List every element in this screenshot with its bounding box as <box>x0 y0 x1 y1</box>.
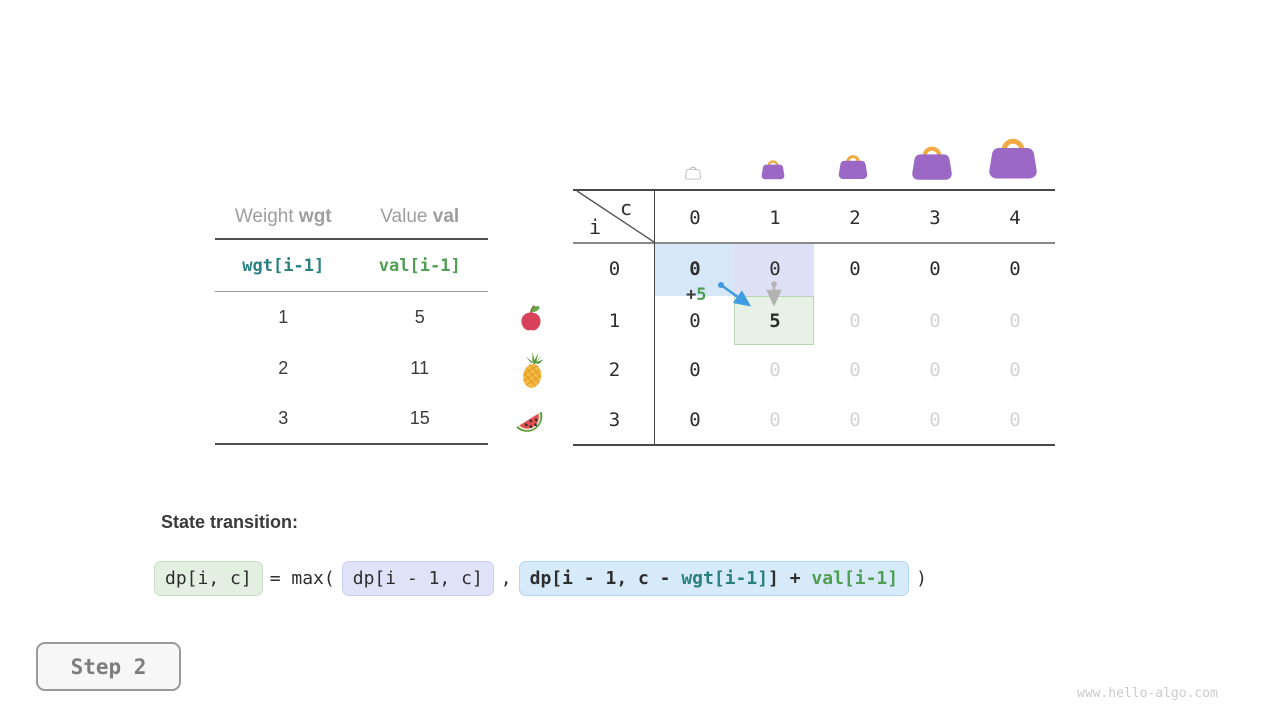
formula-close-paren: ) <box>916 568 927 589</box>
dp-table-bottom-border <box>573 444 1055 446</box>
dp-cell-3-0: 0 <box>689 409 701 431</box>
item-1-weight: 1 <box>278 307 289 327</box>
dp-cell-2-1: 0 <box>769 359 781 381</box>
dp-cell-2-2: 0 <box>849 359 861 381</box>
items-table-formula-row: wgt[i-1] val[i-1] <box>215 240 488 292</box>
formula-arg1-box: dp[i - 1, c] <box>341 561 494 596</box>
bag-size1-icon <box>761 160 785 180</box>
item-2-weight: 2 <box>278 358 289 378</box>
bag-size3-icon <box>912 146 952 180</box>
formula-max-operator: = max( <box>269 568 335 589</box>
item-1-value: 5 <box>414 307 425 327</box>
item-row-2: 2 11 <box>215 343 488 394</box>
dp-cell-2-4: 0 <box>1009 359 1021 381</box>
item-3-weight: 3 <box>278 408 289 428</box>
row-label-1: 1 <box>608 310 621 332</box>
watermelon-icon <box>516 411 543 432</box>
dp-cell-2-3: 0 <box>929 359 941 381</box>
formula-lhs-box: dp[i, c] <box>154 561 263 596</box>
arg2-wgt-term: wgt[i-1] <box>681 568 769 589</box>
bag-size4-icon <box>989 138 1037 179</box>
dp-cell-1-4: 0 <box>1009 310 1021 332</box>
dp-cell-3-4: 0 <box>1009 409 1021 431</box>
dp-cell-3-2: 0 <box>849 409 861 431</box>
dp-table-top-border <box>573 189 1055 191</box>
arrow-down-gray <box>766 281 782 307</box>
dp-row-1: 0 5 0 0 0 <box>655 296 1055 346</box>
plus-value-annotation: +5 <box>686 285 707 305</box>
value-column-header: Value val <box>352 206 489 228</box>
bag-size2-icon <box>838 155 868 179</box>
item-row-1: 1 5 <box>215 292 488 343</box>
formula-comma: , <box>500 568 512 589</box>
state-transition-formula: dp[i, c] = max( dp[i - 1, c] , dp[i - 1,… <box>154 561 934 596</box>
dp-column-labels: 0 1 2 3 4 <box>655 196 1055 240</box>
row-label-0: 0 <box>608 258 621 280</box>
plus-sign: + <box>686 285 697 305</box>
corner-row-variable: i <box>589 215 602 239</box>
dp-cell-1-3: 0 <box>929 310 941 332</box>
row-label-2: 2 <box>608 359 621 381</box>
watermark-url: www.hello-algo.com <box>1077 686 1218 701</box>
dp-row-0: 0 0 0 0 0 <box>655 243 1055 296</box>
transition-arrows <box>718 281 782 307</box>
arg2-plus: ] + <box>768 568 812 589</box>
dp-cell-3-3: 0 <box>929 409 941 431</box>
items-table: Weight wgt Value val wgt[i-1] val[i-1] 1… <box>215 195 488 445</box>
items-table-header: Weight wgt Value val <box>215 195 488 240</box>
dp-cell-0-0: 0 <box>689 258 701 280</box>
dp-cell-1-0: 0 <box>689 310 701 332</box>
apple-icon <box>521 305 541 331</box>
pineapple-icon <box>522 351 544 388</box>
arg2-val-term: val[i-1] <box>811 568 899 589</box>
item-2-value: 11 <box>410 358 430 378</box>
corner-diagonal-line <box>576 190 655 243</box>
arrow-diagonal-blue <box>718 282 752 307</box>
item-3-value: 15 <box>409 408 430 428</box>
corner-col-variable: c <box>620 196 633 220</box>
dp-cell-0-1: 0 <box>769 258 781 280</box>
dp-cell-0-4: 0 <box>1009 258 1021 280</box>
weight-column-header: Weight wgt <box>215 206 352 228</box>
dp-row-3: 0 0 0 0 0 <box>655 395 1055 445</box>
val-index-expression: val[i-1] <box>378 255 461 276</box>
item-row-3: 3 15 <box>215 394 488 443</box>
dp-cell-0-3: 0 <box>929 258 941 280</box>
dp-table-header-border <box>573 242 1055 244</box>
col-label-4: 4 <box>1009 207 1021 229</box>
dp-cell-2-0: 0 <box>689 359 701 381</box>
val-label: val <box>432 205 460 227</box>
dp-cell-1-1: 5 <box>769 310 781 332</box>
dp-cell-1-2: 0 <box>849 310 861 332</box>
row-label-3: 3 <box>608 409 621 431</box>
formula-arg2-box: dp[i - 1, c - wgt[i-1]] + val[i-1] <box>518 561 910 596</box>
wgt-index-expression: wgt[i-1] <box>242 255 325 276</box>
arg2-prefix: dp[i - 1, c - <box>529 568 682 589</box>
weight-label: Weight <box>234 205 299 227</box>
col-label-2: 2 <box>849 207 861 229</box>
dp-table-column-separator <box>653 190 655 444</box>
col-label-1: 1 <box>769 207 781 229</box>
bag-empty-icon <box>685 166 701 180</box>
wgt-label: wgt <box>298 205 332 227</box>
value-label: Value <box>380 205 433 227</box>
col-label-0: 0 <box>689 207 701 229</box>
col-label-3: 3 <box>929 207 941 229</box>
dp-cell-3-1: 0 <box>769 409 781 431</box>
dp-cell-0-2: 0 <box>849 258 861 280</box>
step-indicator-button[interactable]: Step 2 <box>36 642 181 691</box>
added-value: 5 <box>696 285 707 305</box>
state-transition-heading: State transition: <box>161 512 299 532</box>
dp-row-labels: 0 1 2 3 <box>575 243 654 445</box>
dp-row-2: 0 0 0 0 0 <box>655 346 1055 395</box>
